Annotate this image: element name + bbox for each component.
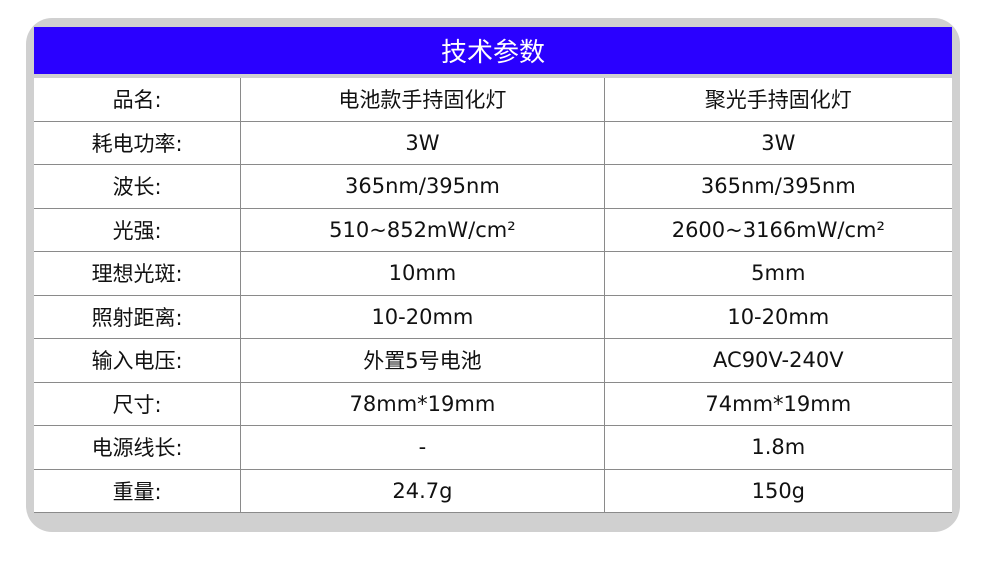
table-row: 光强: 510~852mW/cm² 2600~3166mW/cm² (34, 207, 952, 252)
table-title: 技术参数 (34, 27, 952, 74)
table-row: 波长: 365nm/395nm 365nm/395nm (34, 164, 952, 209)
cell-battery-model: 10-20mm (240, 294, 605, 339)
cell-spot-model: 5mm (603, 251, 952, 296)
cell-spot-model: 10-20mm (603, 294, 952, 339)
table-row: 理想光斑: 10mm 5mm (34, 251, 952, 296)
table-row: 尺寸: 78mm*19mm 74mm*19mm (34, 381, 952, 426)
row-label: 电源线长: (34, 425, 242, 470)
row-label: 光强: (34, 207, 242, 252)
spec-table: 品名: 电池款手持固化灯 聚光手持固化灯 耗电功率: 3W 3W 波长: 365nm/395n… (34, 78, 952, 513)
cell-battery-model: 电池款手持固化灯 (240, 78, 605, 122)
cell-spot-model: 74mm*19mm (603, 381, 952, 426)
cell-battery-model: - (240, 425, 605, 470)
cell-battery-model: 24.7g (240, 468, 605, 513)
cell-battery-model: 365nm/395nm (240, 164, 605, 209)
row-label: 耗电功率: (34, 120, 242, 165)
row-label: 重量: (34, 468, 242, 513)
row-label: 照射距离: (34, 294, 242, 339)
cell-battery-model: 78mm*19mm (240, 381, 605, 426)
table-row: 照射距离: 10-20mm 10-20mm (34, 294, 952, 339)
table-row: 耗电功率: 3W 3W (34, 120, 952, 165)
cell-spot-model: 3W (603, 120, 952, 165)
cell-spot-model: AC90V-240V (603, 338, 952, 383)
table-row: 电源线长: -1.8m (34, 425, 952, 470)
table-row: 重量: 24.7g 150g (34, 468, 952, 513)
cell-spot-model: 2600~3166mW/cm² (603, 207, 952, 252)
row-label: 尺寸: (34, 381, 242, 426)
cell-spot-model: 1.8m (603, 425, 952, 470)
cell-spot-model: 聚光手持固化灯 (603, 78, 952, 122)
row-label: 品名: (34, 78, 242, 122)
row-label: 波长: (34, 164, 242, 209)
table-row: 品名: 电池款手持固化灯 聚光手持固化灯 (34, 78, 952, 122)
cell-spot-model: 150g (603, 468, 952, 513)
row-label: 输入电压: (34, 338, 242, 383)
row-label: 理想光斑: (34, 251, 242, 296)
cell-battery-model: 510~852mW/cm² (240, 207, 605, 252)
cell-battery-model: 3W (240, 120, 605, 165)
cell-spot-model: 365nm/395nm (603, 164, 952, 209)
table-row: 输入电压: 外置5号电池 AC90V-240V (34, 338, 952, 383)
cell-battery-model: 外置5号电池 (240, 338, 605, 383)
cell-battery-model: 10mm (240, 251, 605, 296)
